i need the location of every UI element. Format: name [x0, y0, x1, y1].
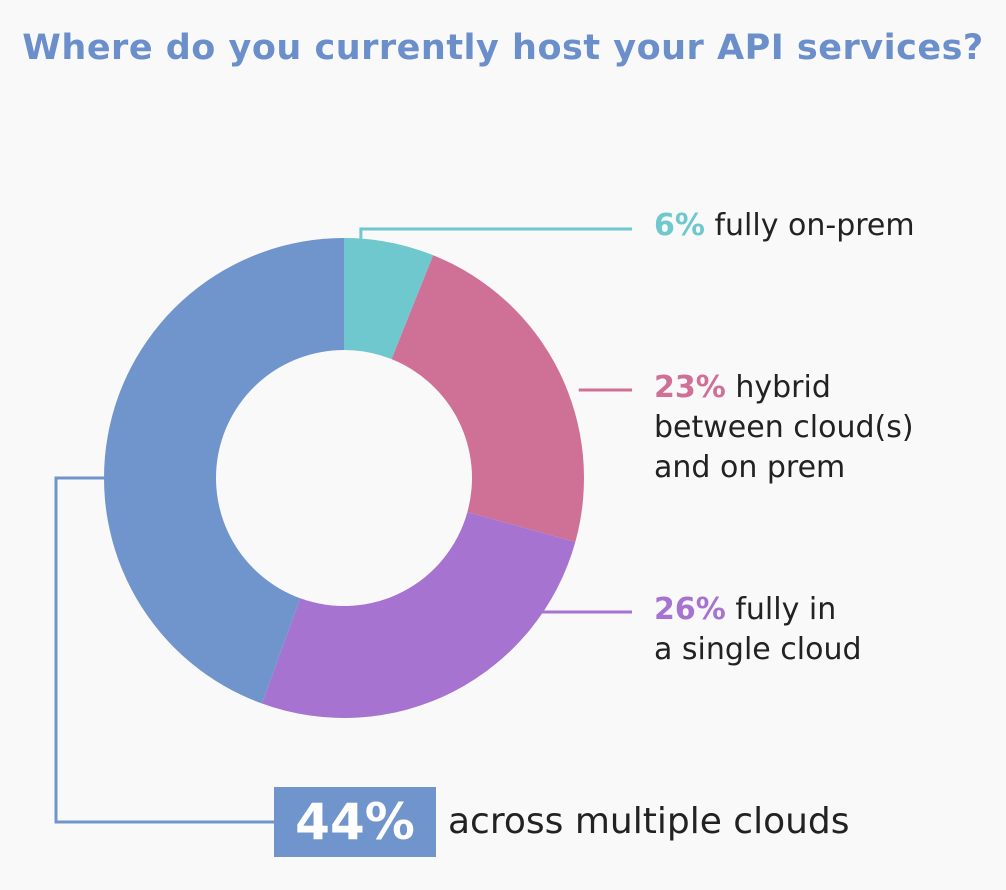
percent-hybrid: 23% — [654, 370, 726, 405]
slice-label-on-prem: 6% fully on-prem — [654, 206, 915, 246]
donut-slice-0 — [344, 238, 434, 360]
leader-line-on-prem — [359, 227, 632, 239]
label-hybrid-line1: hybrid — [725, 370, 831, 405]
donut-slice-1 — [391, 255, 584, 542]
percent-multi-cloud-badge: 44% — [274, 787, 436, 857]
donut-slice-3 — [103, 238, 345, 704]
chart-title: Where do you currently host your API ser… — [22, 28, 984, 68]
label-on-prem-text: fully on-prem — [704, 208, 915, 243]
donut-slice-2 — [261, 512, 576, 719]
slice-label-hybrid: 23% hybrid between cloud(s) and on prem — [654, 368, 914, 488]
leader-lines — [54, 227, 632, 824]
percent-single-cloud: 26% — [654, 592, 726, 627]
label-single-line1: fully in — [725, 592, 837, 627]
donut-slices — [103, 238, 584, 719]
leader-line-multi-cloud — [54, 476, 274, 824]
percent-multi-cloud: 44% — [295, 793, 415, 851]
percent-on-prem: 6% — [654, 208, 705, 243]
label-single-line2: a single cloud — [654, 632, 862, 667]
label-hybrid-line3: and on prem — [654, 450, 846, 485]
label-hybrid-line2: between cloud(s) — [654, 410, 914, 445]
slice-label-single-cloud: 26% fully in a single cloud — [654, 590, 862, 670]
label-multi-cloud-text: across multiple clouds — [448, 801, 850, 842]
